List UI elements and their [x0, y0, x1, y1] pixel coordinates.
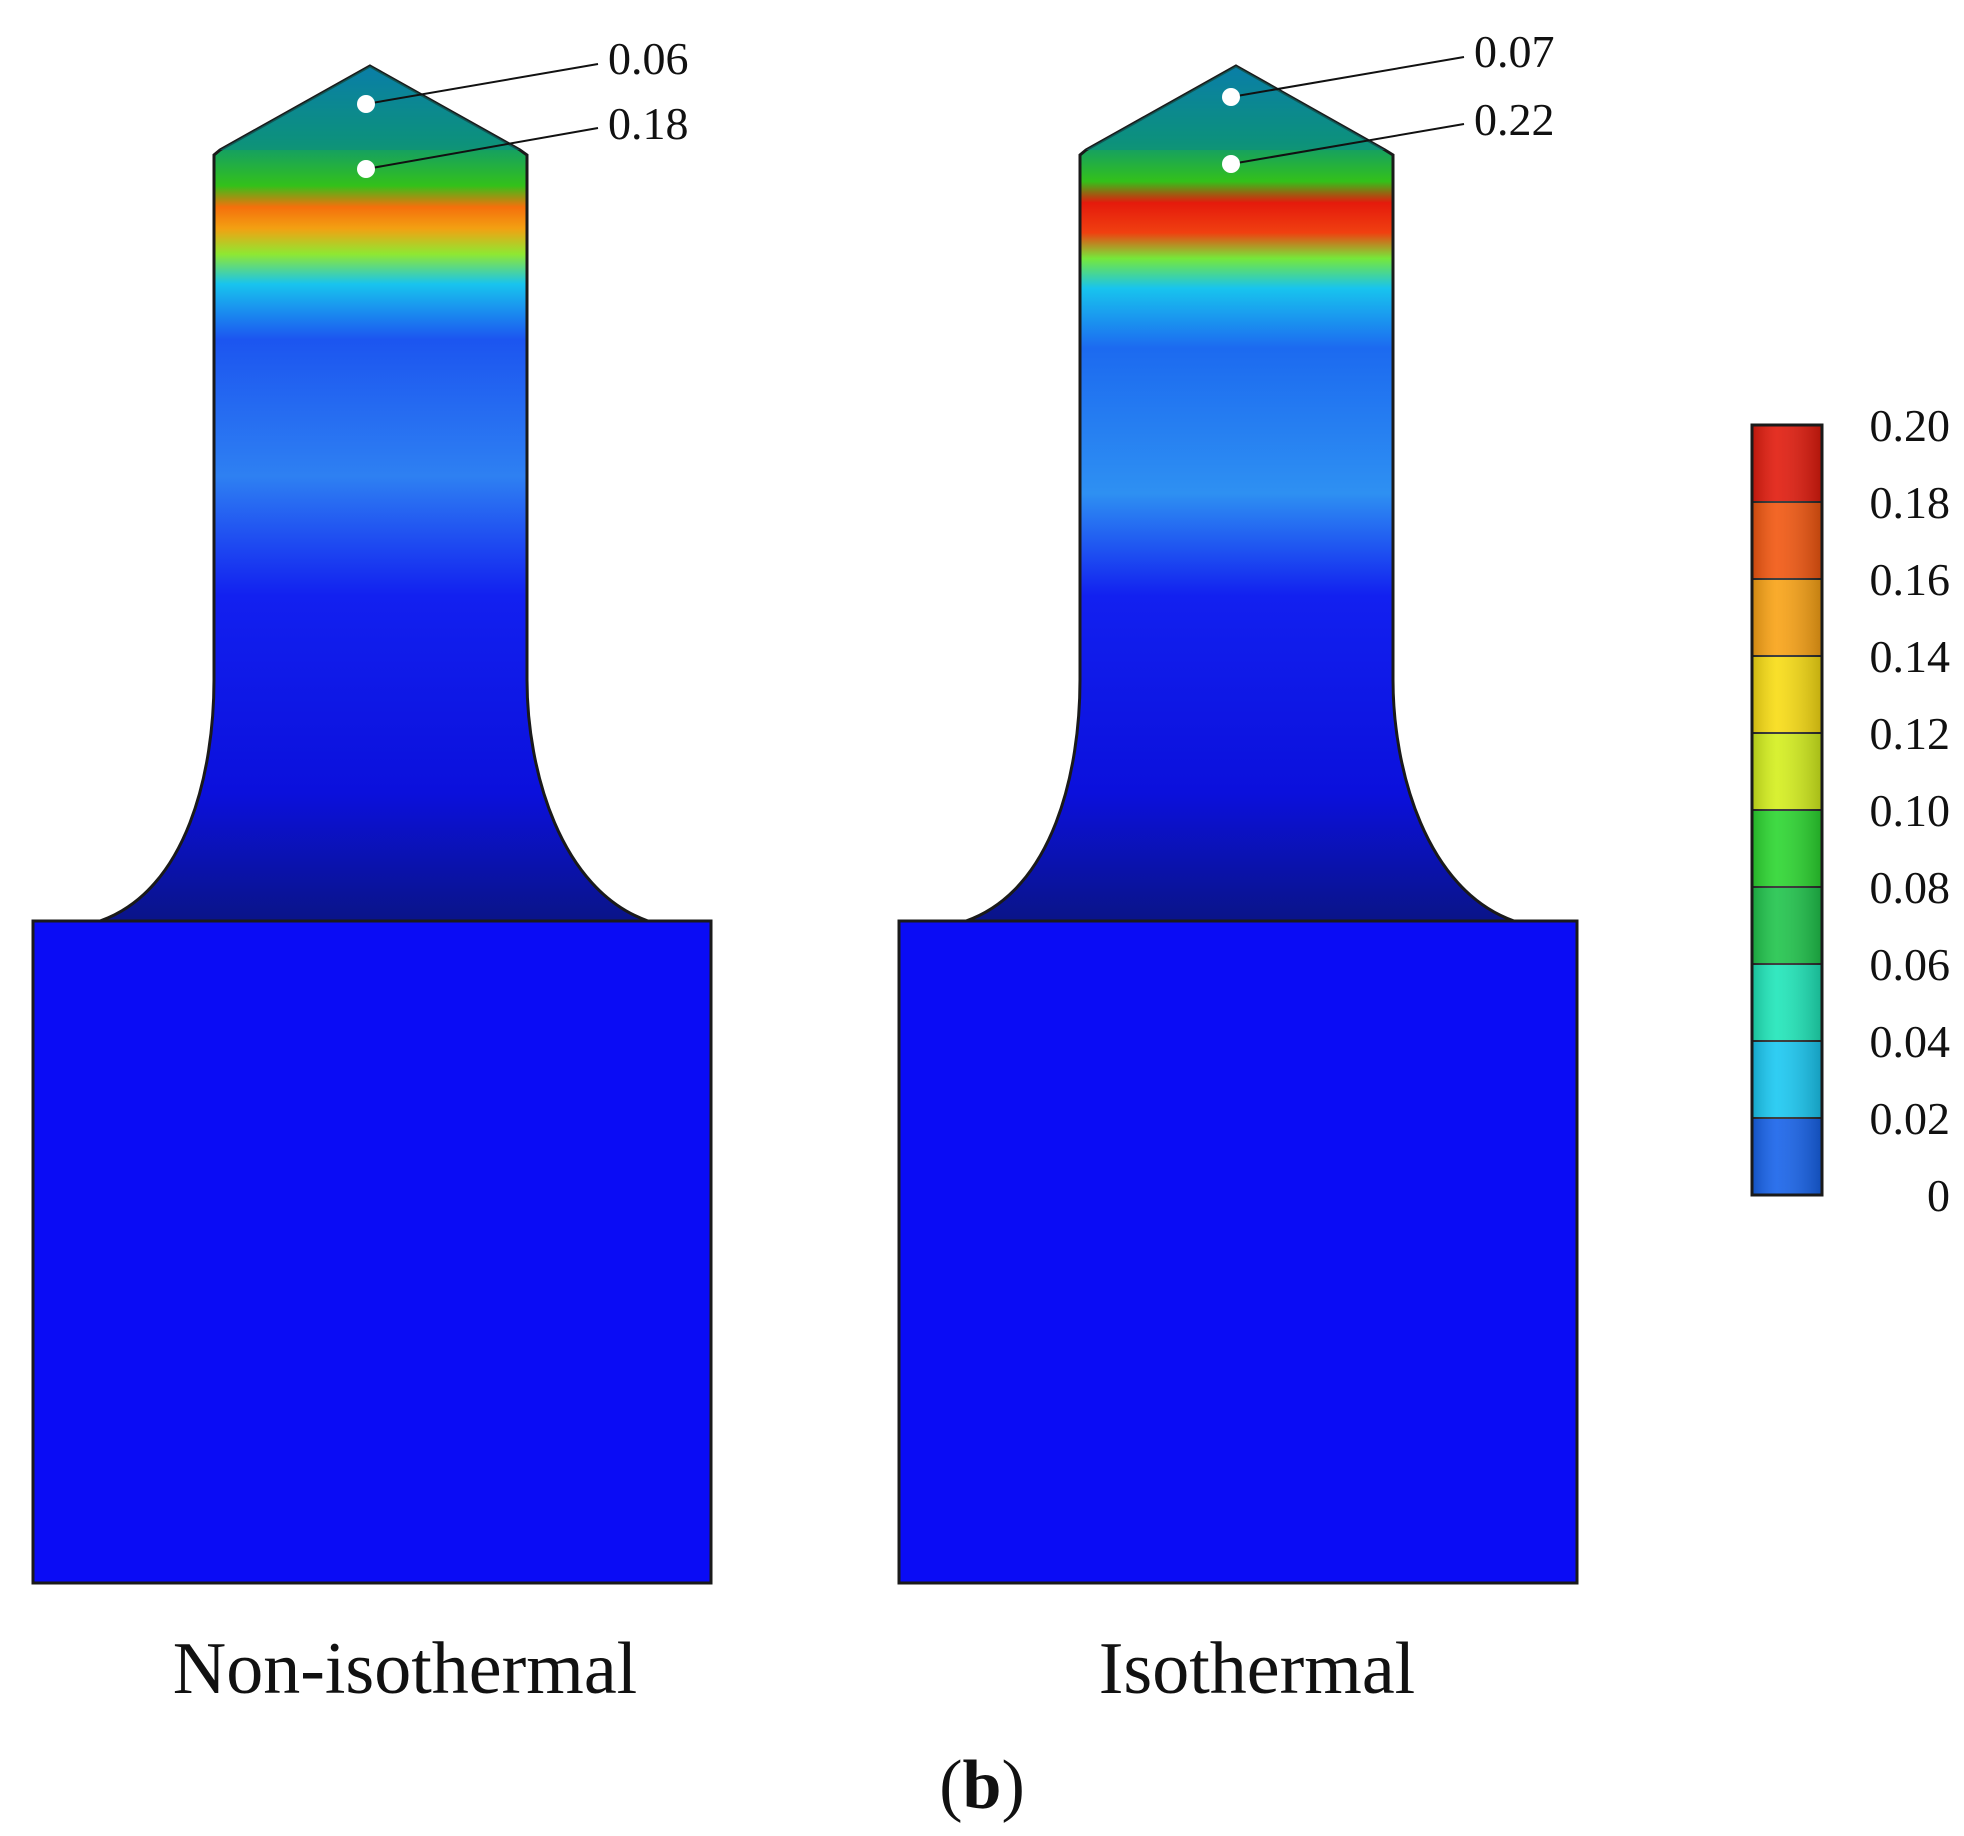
color-legend-tick-label: 0.18: [1870, 477, 1951, 528]
specimen-base-block: [31, 919, 713, 1585]
specimen-isothermal: 0.07 0.22 Isothermal: [897, 26, 1579, 1710]
color-legend-tick-label: 0: [1927, 1170, 1950, 1221]
probe-point-marker: [357, 160, 375, 178]
color-legend-tick-label: 0.14: [1870, 631, 1951, 682]
callout-leader-line: [1230, 56, 1465, 98]
color-legend-tick-label: 0.02: [1870, 1093, 1951, 1144]
probe-point-marker: [1222, 155, 1240, 173]
panel-label-letter: b: [963, 1747, 1002, 1824]
color-legend-tick-label: 0.12: [1870, 708, 1951, 759]
callout-leader-line: [365, 127, 599, 170]
callout-value-label: 0.22: [1474, 94, 1555, 145]
specimen-non-isothermal: 0.06 0.18 Non-isothermal: [31, 33, 713, 1710]
color-legend-ticks: 0.20 0.18 0.16 0.14 0.12 0.10 0.08 0.06 0.04 0.02…: [1870, 400, 1951, 1221]
specimen-base-block: [897, 919, 1579, 1585]
tip-cap-contour: [1086, 66, 1385, 150]
callout-value-label: 0.07: [1474, 26, 1555, 77]
probe-point-marker: [1222, 88, 1240, 106]
color-legend-tick-label: 0.20: [1870, 400, 1951, 451]
specimen-caption: Non-isothermal: [173, 1628, 637, 1710]
color-legend-tick-label: 0.16: [1870, 554, 1951, 605]
callout-leader-line: [1230, 123, 1465, 165]
color-legend: 0.20 0.18 0.16 0.14 0.12 0.10 0.08 0.06 0.04 0.02…: [1750, 400, 1951, 1221]
specimen-caption: Isothermal: [1099, 1628, 1415, 1710]
color-legend-tick-label: 0.08: [1870, 862, 1951, 913]
specimen-neck-with-tip: [965, 64, 1515, 923]
color-legend-tick-label: 0.04: [1870, 1016, 1951, 1067]
callout-value-label: 0.06: [608, 33, 689, 84]
color-legend-tick-label: 0.10: [1870, 785, 1951, 836]
panel-label-open: (: [939, 1747, 962, 1824]
panel-label: (b): [939, 1747, 1025, 1824]
callout-value-label: 0.18: [608, 98, 689, 149]
color-legend-frame: [1750, 423, 1824, 1197]
panel-label-close: ): [1001, 1747, 1024, 1824]
probe-point-marker: [357, 95, 375, 113]
callout-leader-line: [365, 63, 599, 105]
color-legend-tick-label: 0.06: [1870, 939, 1951, 990]
specimen-neck-with-tip: [99, 64, 649, 923]
